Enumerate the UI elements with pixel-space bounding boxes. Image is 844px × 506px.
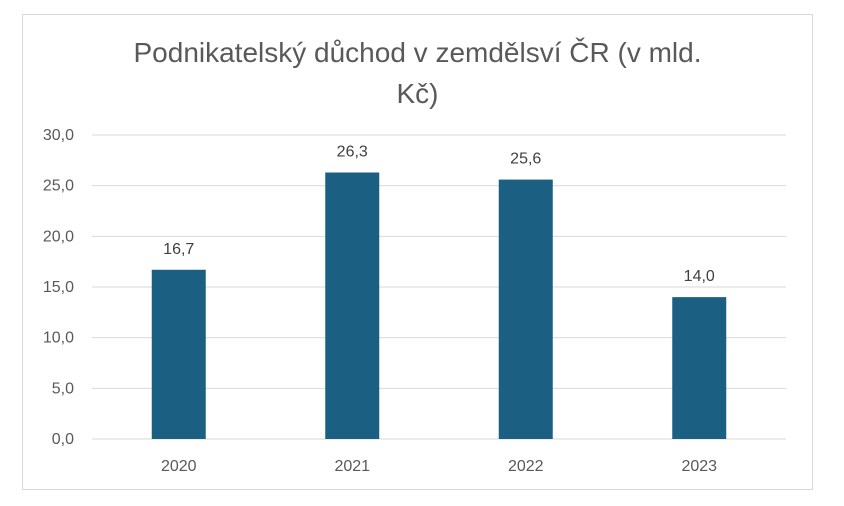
- x-tick-label-2022: 2022: [508, 458, 544, 475]
- bar-2020: [151, 269, 206, 439]
- y-tick-label: 0,0: [52, 431, 74, 448]
- bar-2023: [672, 297, 727, 439]
- bar-2021: [325, 172, 380, 439]
- bar-2022: [498, 179, 553, 439]
- x-axis-ticks: 2020 2021 2022 2023: [161, 458, 717, 475]
- data-label-2021: 26,3: [337, 143, 368, 160]
- gridlines: [92, 134, 786, 440]
- y-tick-label: 30,0: [43, 127, 74, 144]
- y-tick-label: 10,0: [43, 330, 74, 347]
- y-tick-label: 15,0: [43, 279, 74, 296]
- y-tick-label: 20,0: [43, 228, 74, 245]
- bars: [151, 172, 727, 439]
- data-label-2023: 14,0: [684, 268, 715, 285]
- chart-title: Podnikatelský důchod v zemdělsví ČR (v m…: [133, 37, 702, 109]
- x-tick-label-2021: 2021: [334, 458, 370, 475]
- y-tick-label: 5,0: [52, 380, 74, 397]
- data-label-2020: 16,7: [163, 241, 194, 258]
- x-tick-label-2023: 2023: [681, 458, 717, 475]
- y-axis-ticks: 0,0 5,0 10,0 15,0 20,0 25,0 30,0: [43, 127, 74, 448]
- data-label-2022: 25,6: [510, 151, 541, 168]
- y-tick-label: 25,0: [43, 178, 74, 195]
- x-tick-label-2020: 2020: [161, 458, 197, 475]
- data-labels: 16,7 26,3 25,6 14,0: [163, 143, 715, 285]
